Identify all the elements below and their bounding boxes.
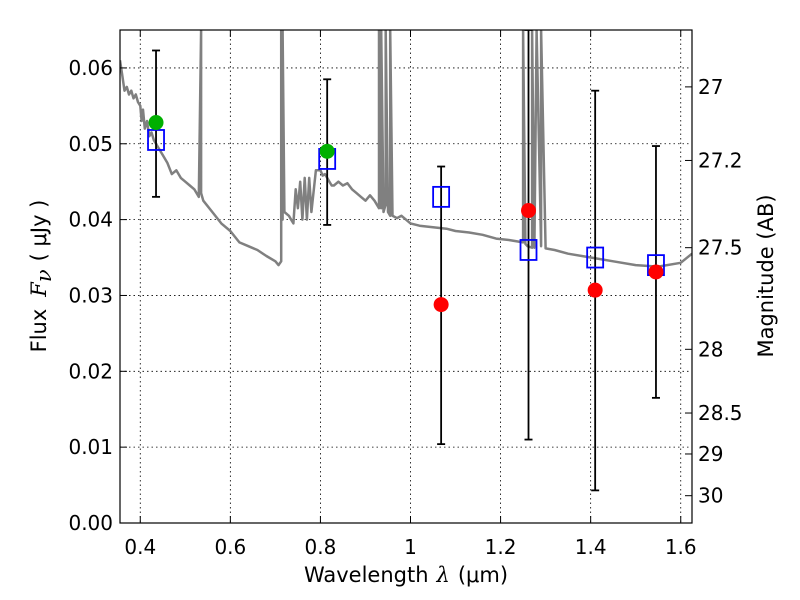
x-tick-label: 0.4	[124, 535, 156, 559]
y2-tick-label: 27.2	[698, 148, 743, 172]
y-tick-label: 0.06	[68, 56, 113, 80]
x-tick-label: 0.8	[305, 535, 337, 559]
green-data-point	[148, 115, 164, 131]
y2-axis-label: Magnitude (AB)	[754, 194, 778, 357]
y-tick-label: 0.00	[68, 511, 113, 535]
red-data-point	[648, 264, 664, 280]
x-tick-label: 1.6	[665, 535, 697, 559]
green-data-point	[319, 143, 335, 159]
y2-tick-label: 28	[698, 337, 723, 361]
plot-frame	[119, 29, 693, 524]
red-data-point	[587, 282, 603, 298]
red-data-point	[521, 203, 537, 219]
y-tick-label: 0.05	[68, 132, 113, 156]
x-tick-label: 1	[404, 535, 417, 559]
model-square-marker	[519, 239, 538, 261]
spectrum-layer	[120, 30, 692, 268]
red-data-point	[433, 297, 449, 313]
grid-layer	[120, 30, 692, 523]
model-square-marker	[586, 246, 605, 269]
errorbar-layer	[152, 30, 660, 492]
y2-tick-label: 30	[698, 484, 723, 508]
model-square-marker	[432, 185, 451, 208]
marker-layer	[147, 115, 665, 313]
y-tick-label: 0.03	[68, 283, 113, 307]
x-tick-label: 1.2	[485, 535, 517, 559]
y-axis-label: FluxFν( μJy )	[27, 200, 56, 353]
y2-tick-label: 27.5	[698, 236, 743, 260]
y2-tick-label: 27	[698, 75, 723, 99]
y-tick-label: 0.04	[68, 208, 113, 232]
y2-tick-label: 29	[698, 442, 723, 466]
tick-layer: 0.4 0.6 0.8 1 1.2 1.4 1.6 0.00 0.01 0.02 0.03 0.04 0…	[68, 30, 743, 559]
x-tick-label: 1.4	[575, 535, 607, 559]
y2-tick-label: 28.5	[698, 401, 743, 425]
y-tick-label: 0.02	[68, 359, 113, 383]
y-tick-label: 0.01	[68, 435, 113, 459]
x-tick-label: 0.6	[214, 535, 246, 559]
spectrum-line	[120, 30, 692, 268]
x-axis-label: Wavelength λ (μm)	[304, 563, 508, 587]
